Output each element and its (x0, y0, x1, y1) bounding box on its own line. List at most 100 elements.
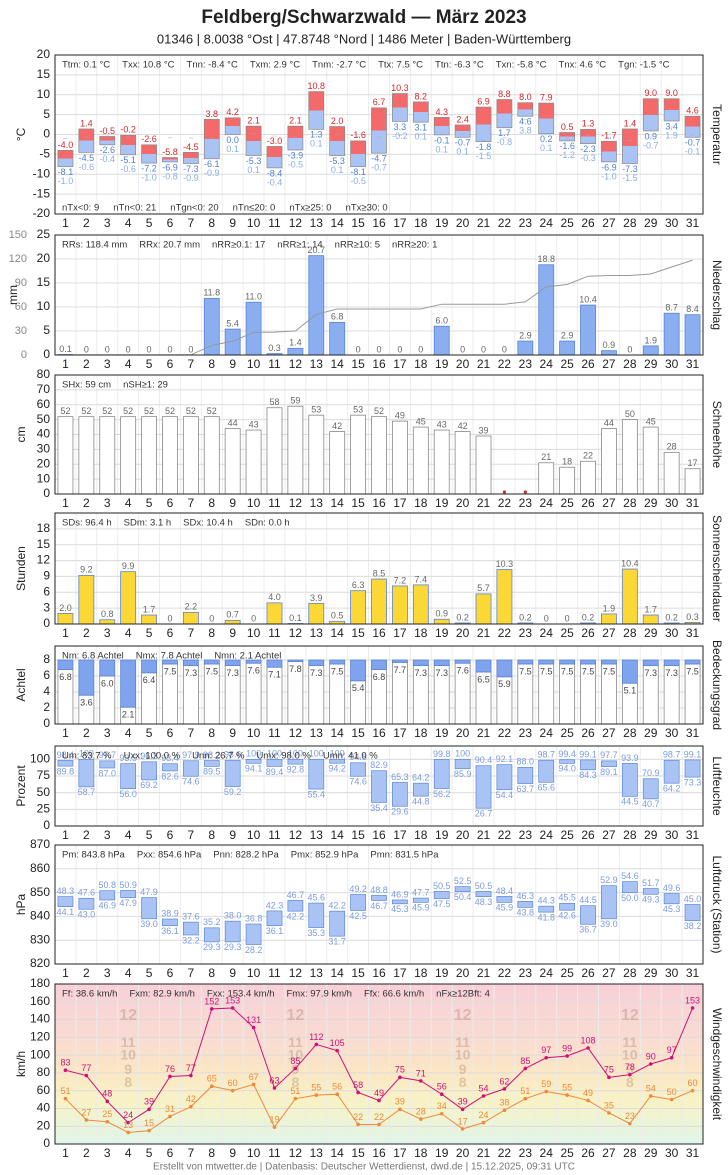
value-label: 0.2 (519, 612, 532, 622)
bar (141, 659, 157, 674)
side-label: Bedeckungsgrad (710, 640, 724, 730)
value-label-ground: -0.1 (685, 147, 701, 157)
value-label-low: 64.2 (663, 784, 681, 794)
x-tick-label: 9 (229, 496, 236, 510)
value-label-high: 3.8 (206, 109, 219, 119)
annotation: nTn≤20: 0 (233, 203, 276, 214)
value-label: 0.2 (665, 612, 678, 622)
x-tick-label: 14 (331, 828, 345, 842)
value-label-high: 97.7 (600, 750, 618, 760)
x-tick-label: 5 (146, 357, 153, 371)
range-box (412, 897, 429, 903)
plot-frame (54, 374, 704, 495)
value-label-low: 46.7 (370, 901, 388, 911)
x-tick-label: 8 (208, 357, 215, 371)
bar (329, 321, 346, 356)
range-box (517, 102, 534, 117)
value-label: 5.4 (226, 318, 239, 328)
point (126, 1130, 130, 1135)
y-tick-label: 6 (43, 668, 50, 682)
zero-marker (523, 490, 527, 494)
title: Feldberg/Schwarzwald — März 2023 (201, 7, 526, 28)
value-label-low: 45.9 (412, 903, 430, 913)
value-label-high: -3.0 (267, 136, 283, 146)
point (669, 1097, 674, 1102)
value-label-high: -0.5 (100, 126, 116, 136)
value-label-low: -6.9 (162, 162, 178, 172)
bar (580, 460, 596, 495)
range-box (392, 899, 408, 905)
x-tick-label: 5 (146, 626, 153, 640)
value-label: 5.9 (498, 679, 511, 689)
x-tick-label: 10 (247, 357, 261, 371)
value-label-high: 49.2 (349, 884, 367, 894)
bar (245, 429, 262, 495)
bar (78, 574, 95, 625)
range-box (308, 758, 325, 790)
x-tick-label: 12 (289, 357, 303, 371)
value-label-low: 45.3 (391, 904, 409, 914)
value-label-low: -3.9 (288, 150, 304, 160)
annotation: Fxm: 82.9 km/h (129, 989, 194, 1000)
annotation: nRR≥1: 14 (277, 240, 322, 251)
value-label-high: 88.0 (517, 757, 535, 767)
range-box (245, 923, 262, 945)
x-tick-label: 5 (146, 1146, 153, 1160)
value-label: 7.5 (331, 666, 344, 676)
value-label-low: 84.3 (579, 770, 597, 780)
x-tick-label: 20 (456, 357, 470, 371)
value-label: 7.6 (247, 666, 260, 676)
value-label-high: 50.8 (98, 880, 116, 890)
y-tick-label: -5 (39, 147, 50, 161)
y-tick-label: 120 (30, 1030, 50, 1044)
value-label: 21 (541, 452, 551, 462)
x-tick-label: 3 (104, 626, 111, 640)
beaufort-label: 12 (621, 1007, 639, 1024)
value-label: 108 (581, 1035, 596, 1045)
annotation: nTgn<0: 20 (170, 203, 218, 214)
value-label: 0 (544, 613, 549, 623)
value-label-low: 74.6 (349, 777, 367, 787)
beaufort-label: 8 (459, 1074, 467, 1090)
value-label: 53 (311, 405, 321, 415)
value-label-high: 50.9 (119, 880, 137, 890)
value-label: 0.9 (435, 609, 448, 619)
range-box (162, 918, 178, 927)
x-tick-label: 2 (83, 726, 90, 740)
bar (287, 659, 304, 663)
y-tick-label: 0 (43, 347, 50, 361)
value-label-low: 35.4 (370, 803, 388, 813)
range-box (392, 782, 408, 807)
value-label-high: 2.1 (289, 116, 302, 126)
y2-tick-label: 120 (9, 253, 27, 265)
x-tick-label: 14 (331, 1146, 345, 1160)
value-label: 0 (84, 344, 89, 354)
value-label-high: 98.7 (663, 750, 681, 760)
x-tick-label: 13 (310, 626, 324, 640)
bar (496, 659, 513, 678)
y-tick-label: 10 (37, 299, 51, 313)
x-tick-label: 30 (665, 496, 679, 510)
value-label-low: 65.6 (537, 783, 555, 793)
x-tick-label: 6 (167, 357, 174, 371)
value-label-low: 82.6 (161, 771, 179, 781)
range-box (78, 758, 95, 788)
value-label-low: 29.3 (224, 942, 242, 952)
annotation: Umn: 41.0 % (323, 751, 378, 762)
value-label-ground: 0.1 (310, 139, 323, 149)
x-tick-label: 24 (540, 357, 554, 371)
x-tick-label: 3 (104, 726, 111, 740)
y-tick-label: 8 (43, 652, 50, 666)
annotation: Ff: 38.6 km/h (62, 989, 117, 1000)
plot-frame (54, 844, 704, 965)
value-label: 0 (188, 344, 193, 354)
value-label: 31 (165, 1104, 175, 1114)
value-label: 11.0 (245, 292, 262, 302)
x-tick-label: 1 (62, 726, 69, 740)
x-tick-label: 31 (686, 1146, 700, 1160)
value-label: 0 (502, 344, 507, 354)
value-label-high: 2.1 (247, 116, 260, 126)
point (690, 1088, 695, 1093)
value-label: 8.7 (665, 303, 678, 313)
x-tick-label: 4 (125, 1146, 132, 1160)
